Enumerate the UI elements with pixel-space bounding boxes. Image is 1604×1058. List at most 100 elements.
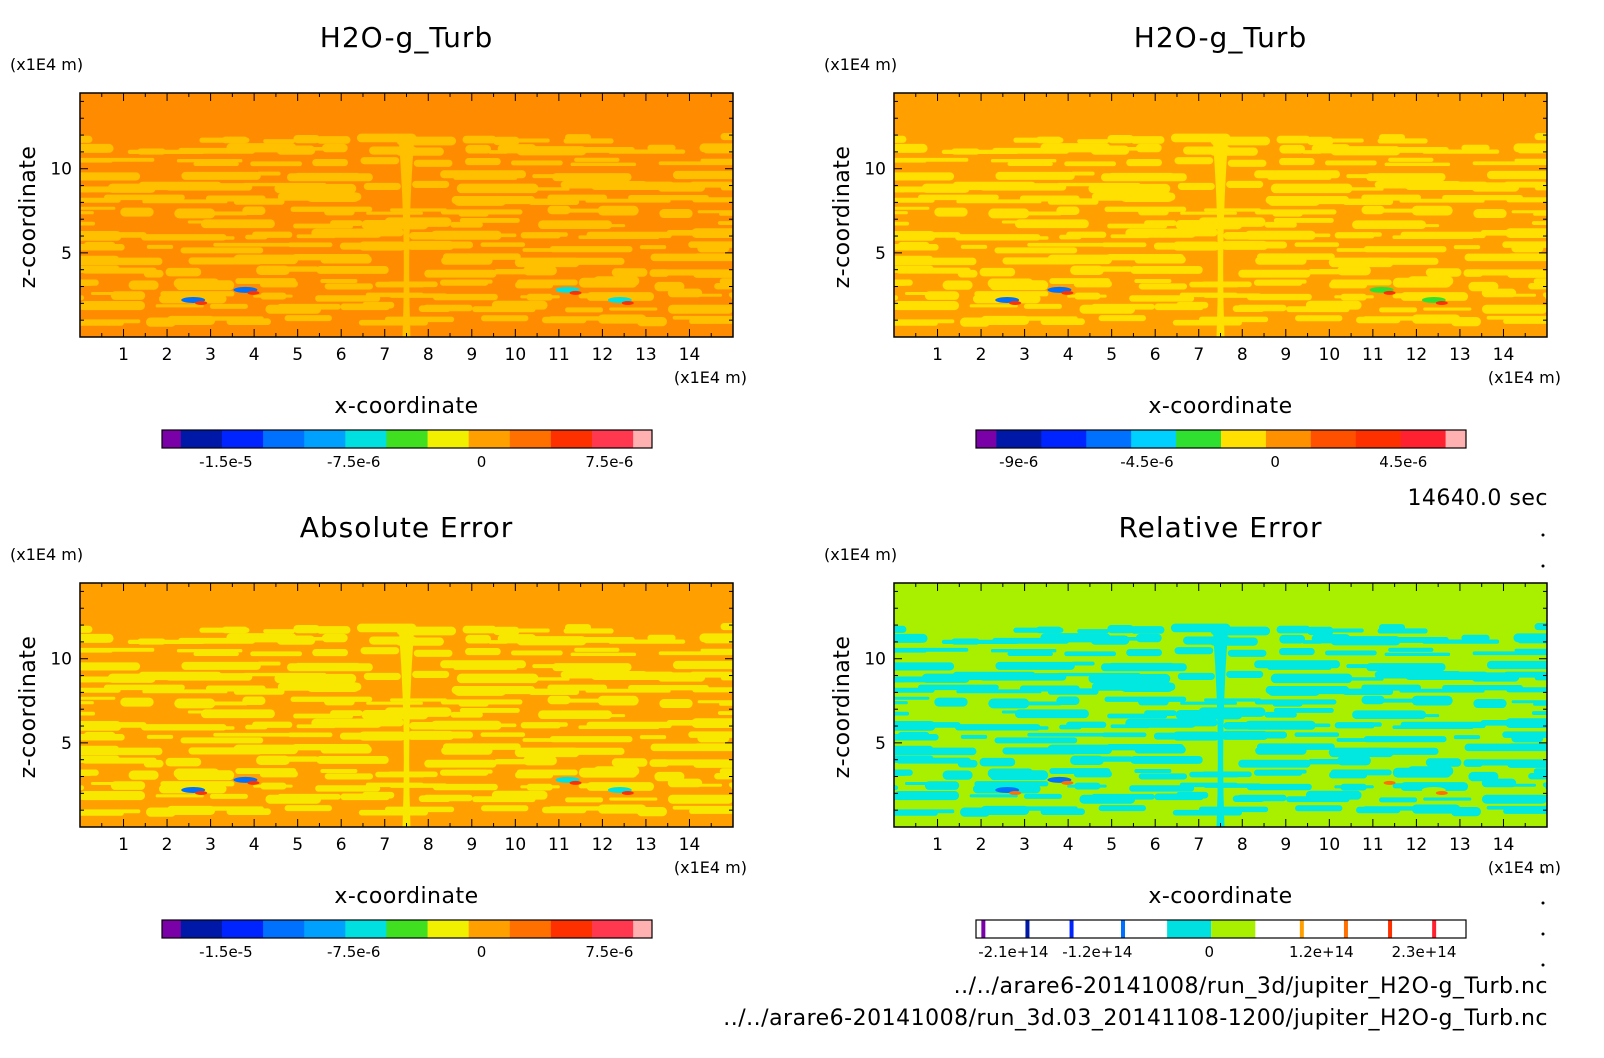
contour-stripe xyxy=(1057,672,1141,677)
contour-stripe xyxy=(80,711,96,716)
colorbar-swatch xyxy=(1167,920,1212,938)
contour-stripe xyxy=(1126,159,1162,167)
contour-stripe xyxy=(1486,315,1547,320)
colorbar-swatch xyxy=(162,430,182,448)
contour-stripe xyxy=(283,756,319,762)
contour-stripe xyxy=(1027,242,1105,247)
contour-stripe xyxy=(277,793,341,800)
contour-stripe xyxy=(315,295,381,302)
contour-stripe xyxy=(1481,794,1547,804)
contour-stripe xyxy=(988,211,1062,216)
contour-stripe xyxy=(593,766,640,776)
contour-stripe xyxy=(1135,633,1162,643)
contour-stripe xyxy=(904,781,948,786)
contour-stripe xyxy=(894,157,969,162)
contour-stripe xyxy=(80,295,82,300)
contour-stripe xyxy=(672,315,733,320)
contour-stripe xyxy=(518,628,550,633)
contour-stripe xyxy=(366,211,423,215)
contour-stripe xyxy=(80,231,122,241)
x-tick-label: 8 xyxy=(1237,345,1248,365)
contour-stripe xyxy=(80,197,121,203)
contour-stripe xyxy=(691,718,733,728)
contour-stripe xyxy=(528,198,580,205)
colorbar-tick-label: -2.1e+14 xyxy=(978,943,1048,961)
time-label: 14640.0 sec xyxy=(1407,486,1548,511)
contour-stripe xyxy=(565,307,604,313)
contour-stripe xyxy=(1399,688,1485,693)
contour-stripe xyxy=(324,698,355,706)
contour-stripe xyxy=(654,771,685,782)
contour-stripe xyxy=(1470,759,1545,766)
colorbar-swatch xyxy=(263,920,305,938)
colorbar-swatch xyxy=(468,920,511,938)
contour-stripe xyxy=(412,180,450,188)
contour-stripe xyxy=(550,747,625,755)
colorbar-swatch xyxy=(1221,430,1267,448)
x-tick-label: 10 xyxy=(1319,835,1341,855)
contour-stripe xyxy=(1300,677,1384,681)
contour-stripe xyxy=(209,303,248,309)
contour-stripe xyxy=(243,672,327,677)
colorbar-tick-label: 0 xyxy=(1205,943,1215,961)
contour-stripe xyxy=(1384,162,1451,167)
contour-stripe xyxy=(992,637,1070,644)
x-tick-label: 3 xyxy=(1019,345,1030,365)
contour-stripe xyxy=(339,732,400,740)
contour-stripe xyxy=(1352,710,1427,720)
contour-stripe xyxy=(178,637,256,644)
contour-stripe xyxy=(647,144,676,151)
contour-stripe xyxy=(221,136,249,144)
contour-stripe xyxy=(510,650,563,656)
contour-stripe xyxy=(432,293,498,301)
contour-stripe xyxy=(1534,133,1547,141)
contour-stripe xyxy=(1352,220,1427,230)
y-unit-label: (x1E4 m) xyxy=(824,55,897,74)
contour-stripe xyxy=(80,662,141,671)
right-margin-dots xyxy=(1541,533,1545,967)
contour-stripe xyxy=(896,757,971,764)
contour-stripe xyxy=(80,625,93,633)
contour-stripe xyxy=(83,731,116,740)
colorbar-swatch xyxy=(221,430,264,448)
contour-stripe xyxy=(1120,682,1174,693)
contour-stripe xyxy=(1407,276,1454,286)
contour-stripe xyxy=(311,228,383,238)
contour-stripe xyxy=(1533,768,1547,775)
contour-stripe xyxy=(1342,688,1394,695)
contour-stripe xyxy=(250,651,303,657)
contour-stripe xyxy=(1035,136,1063,144)
extreme-feature xyxy=(1061,290,1074,295)
contour-stripe xyxy=(1040,318,1085,325)
colorbar-tick-label: -7.5e-6 xyxy=(327,453,380,471)
colorbar-swatch xyxy=(996,430,1042,448)
contour-stripe xyxy=(155,794,204,798)
contour-stripe xyxy=(1493,293,1537,297)
contour-stripe xyxy=(1179,782,1238,788)
colorbar-swatch xyxy=(509,920,552,938)
contour-stripe xyxy=(320,769,358,773)
x-unit-label: (x1E4 m) xyxy=(674,368,747,387)
x-tick-label: 14 xyxy=(679,835,701,855)
contour-stripe xyxy=(1125,228,1197,238)
colorbar-swatch xyxy=(1343,920,1348,938)
contour-stripe xyxy=(639,735,667,740)
colorbar-swatch xyxy=(1432,920,1437,938)
colorbar-swatch xyxy=(1131,430,1177,448)
contour-stripe xyxy=(1340,293,1367,301)
y-axis-label: z-coordinate xyxy=(16,636,41,779)
contour-stripe xyxy=(418,305,451,313)
contour-stripe xyxy=(1453,245,1481,250)
contour-stripe xyxy=(287,242,333,248)
contour-stripe xyxy=(293,713,354,719)
contour-stripe xyxy=(1120,192,1174,203)
contour-stripe xyxy=(293,134,321,144)
contour-stripe xyxy=(639,245,667,250)
contour-stripe xyxy=(1056,206,1080,215)
contour-stripe xyxy=(979,267,1016,277)
extreme-feature xyxy=(621,300,634,305)
contour-stripe xyxy=(956,199,1042,204)
contour-stripe xyxy=(894,676,938,683)
colorbar-tick-label: 0 xyxy=(1270,453,1280,471)
contour-stripe xyxy=(980,805,1030,815)
